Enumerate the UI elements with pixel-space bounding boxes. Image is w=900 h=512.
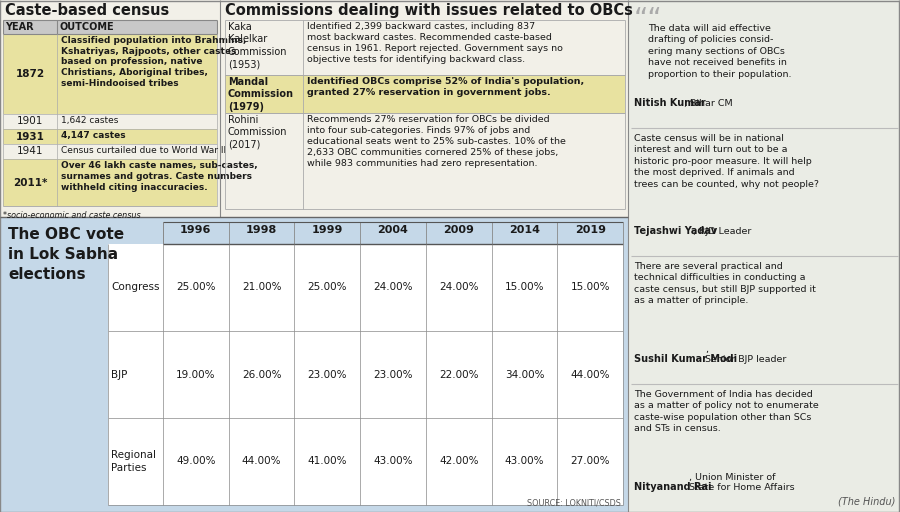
- Text: *socio-economic and caste census: *socio-economic and caste census: [3, 211, 140, 220]
- Text: , RJD Leader: , RJD Leader: [693, 227, 752, 236]
- Text: 15.00%: 15.00%: [505, 283, 544, 292]
- Text: 27.00%: 27.00%: [571, 457, 610, 466]
- Text: 1941: 1941: [17, 146, 43, 157]
- Text: Commissions dealing with issues related to OBCs: Commissions dealing with issues related …: [225, 3, 633, 18]
- Text: 2004: 2004: [378, 225, 409, 235]
- Text: Identified 2,399 backward castes, including 837
most backward castes. Recommende: Identified 2,399 backward castes, includ…: [307, 22, 562, 65]
- Text: Tejashwi Yadav: Tejashwi Yadav: [634, 226, 717, 236]
- Bar: [225, 113, 625, 209]
- Text: 43.00%: 43.00%: [374, 457, 413, 466]
- Text: Caste-based census: Caste-based census: [5, 3, 169, 18]
- Text: BJP: BJP: [111, 370, 128, 379]
- Bar: [3, 159, 217, 206]
- Bar: [3, 34, 217, 114]
- Text: OUTCOME: OUTCOME: [60, 22, 114, 32]
- Text: , Union Minister of
State for Home Affairs: , Union Minister of State for Home Affai…: [688, 473, 794, 492]
- Bar: [0, 0, 628, 217]
- Text: The OBC vote
in Lok Sabha
elections: The OBC vote in Lok Sabha elections: [8, 227, 124, 282]
- Text: 2019: 2019: [574, 225, 606, 235]
- Bar: [3, 20, 217, 34]
- Bar: [108, 418, 623, 505]
- Text: Sushil Kumar Modi: Sushil Kumar Modi: [634, 354, 737, 364]
- Text: Identified OBCs comprise 52% of India's population,
granted 27% reservation in g: Identified OBCs comprise 52% of India's …: [307, 77, 584, 97]
- Text: Nityanand Rai: Nityanand Rai: [634, 482, 712, 492]
- Text: The Government of India has decided
as a matter of policy not to enumerate
caste: The Government of India has decided as a…: [634, 390, 819, 433]
- Bar: [3, 114, 217, 129]
- Text: 1901: 1901: [17, 117, 43, 126]
- Text: 49.00%: 49.00%: [176, 457, 216, 466]
- Text: 2014: 2014: [508, 225, 540, 235]
- Text: 19.00%: 19.00%: [176, 370, 216, 379]
- Text: There are several practical and
technical difficulties in conducting a
caste cen: There are several practical and technica…: [634, 262, 816, 305]
- Text: 2009: 2009: [444, 225, 474, 235]
- Text: 25.00%: 25.00%: [176, 283, 216, 292]
- Text: 15.00%: 15.00%: [571, 283, 610, 292]
- Text: The data will aid effective
drafting of policies consid-
ering many sections of : The data will aid effective drafting of …: [648, 24, 791, 79]
- Bar: [225, 20, 625, 75]
- Bar: [108, 244, 623, 331]
- Text: (The Hindu): (The Hindu): [838, 496, 895, 506]
- Bar: [3, 129, 217, 144]
- Text: Congress: Congress: [111, 283, 159, 292]
- Bar: [225, 75, 625, 113]
- Text: 1872: 1872: [15, 69, 45, 79]
- Text: Census curtailed due to World War II: Census curtailed due to World War II: [61, 146, 226, 155]
- Bar: [3, 144, 217, 159]
- Text: 1,642 castes: 1,642 castes: [61, 116, 119, 125]
- Text: ,
Senior BJP leader: , Senior BJP leader: [706, 345, 787, 364]
- Text: 1931: 1931: [15, 132, 44, 141]
- Text: 24.00%: 24.00%: [439, 283, 479, 292]
- Text: 44.00%: 44.00%: [571, 370, 610, 379]
- Text: 1996: 1996: [180, 225, 211, 235]
- Text: 1998: 1998: [246, 225, 277, 235]
- Text: 4,147 castes: 4,147 castes: [61, 131, 126, 140]
- Text: Nitish Kumar: Nitish Kumar: [634, 98, 706, 108]
- Text: 1999: 1999: [311, 225, 343, 235]
- Text: 43.00%: 43.00%: [505, 457, 544, 466]
- Text: Recommends 27% reservation for OBCs be divided
into four sub-categories. Finds 9: Recommends 27% reservation for OBCs be d…: [307, 115, 566, 168]
- Text: 26.00%: 26.00%: [242, 370, 282, 379]
- Text: 42.00%: 42.00%: [439, 457, 479, 466]
- Bar: [163, 222, 623, 244]
- Text: ““: ““: [634, 6, 662, 34]
- Text: Kaka
Kalelkar
Commission
(1953): Kaka Kalelkar Commission (1953): [228, 22, 287, 69]
- Text: Caste census will be in national
interest and will turn out to be a
historic pro: Caste census will be in national interes…: [634, 134, 819, 189]
- Text: 21.00%: 21.00%: [242, 283, 282, 292]
- Text: Regional
Parties: Regional Parties: [111, 450, 156, 473]
- Text: 41.00%: 41.00%: [308, 457, 347, 466]
- Text: 23.00%: 23.00%: [308, 370, 347, 379]
- Bar: [0, 217, 628, 512]
- Text: 24.00%: 24.00%: [374, 283, 413, 292]
- Text: 25.00%: 25.00%: [308, 283, 347, 292]
- Text: Over 46 lakh caste names, sub-castes,
surnames and gotras. Caste numbers
withhel: Over 46 lakh caste names, sub-castes, su…: [61, 161, 257, 191]
- Text: Rohini
Commission
(2017): Rohini Commission (2017): [228, 115, 287, 150]
- Text: 2011*: 2011*: [13, 178, 47, 187]
- Text: 22.00%: 22.00%: [439, 370, 479, 379]
- Text: Classified population into Brahmins,
Kshatriyas, Rajpoots, other castes
based on: Classified population into Brahmins, Ksh…: [61, 36, 247, 88]
- Text: 44.00%: 44.00%: [242, 457, 282, 466]
- Bar: [628, 0, 900, 512]
- Text: Mandal
Commission
(1979): Mandal Commission (1979): [228, 77, 294, 112]
- Bar: [108, 331, 623, 418]
- Text: 34.00%: 34.00%: [505, 370, 544, 379]
- Text: YEAR: YEAR: [5, 22, 33, 32]
- Text: , Bihar CM: , Bihar CM: [684, 99, 733, 108]
- Text: 23.00%: 23.00%: [374, 370, 413, 379]
- Text: SOURCE: LOKNITI/CSDS: SOURCE: LOKNITI/CSDS: [527, 499, 621, 508]
